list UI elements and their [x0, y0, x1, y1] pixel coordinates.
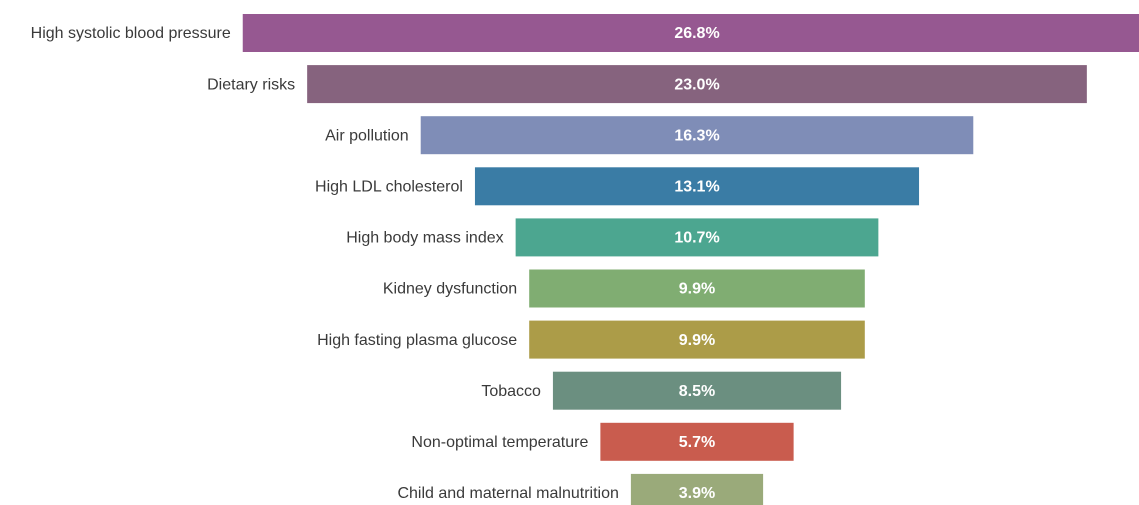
- bar: [420, 116, 974, 155]
- value-label: 23.0%: [674, 76, 719, 93]
- bar: [552, 371, 842, 410]
- category-label: High body mass index: [346, 230, 503, 247]
- bar: [630, 473, 764, 505]
- category-label: High LDL cholesterol: [315, 179, 463, 196]
- bar: [307, 65, 1087, 104]
- bar: [242, 14, 1139, 52]
- bar: [474, 167, 920, 206]
- value-label: 9.9%: [679, 332, 715, 349]
- value-label: 10.7%: [674, 230, 719, 247]
- category-label: Non-optimal temperature: [411, 434, 588, 451]
- category-label: Tobacco: [481, 383, 541, 400]
- value-label: 16.3%: [674, 127, 719, 144]
- bar: [600, 422, 794, 461]
- category-label: High fasting plasma glucose: [317, 332, 517, 349]
- category-label: Dietary risks: [207, 76, 295, 93]
- bar: [529, 269, 865, 308]
- value-label: 5.7%: [679, 434, 715, 451]
- category-label: Child and maternal malnutrition: [397, 485, 618, 502]
- category-label: High systolic blood pressure: [31, 25, 231, 42]
- value-label: 9.9%: [679, 281, 715, 298]
- bar: [529, 320, 865, 359]
- bar: [515, 218, 879, 257]
- category-label: Air pollution: [325, 127, 409, 144]
- category-label: Kidney dysfunction: [383, 281, 517, 298]
- value-label: 13.1%: [674, 179, 719, 196]
- value-label: 3.9%: [679, 485, 715, 502]
- value-label: 26.8%: [674, 25, 719, 42]
- value-label: 8.5%: [679, 383, 715, 400]
